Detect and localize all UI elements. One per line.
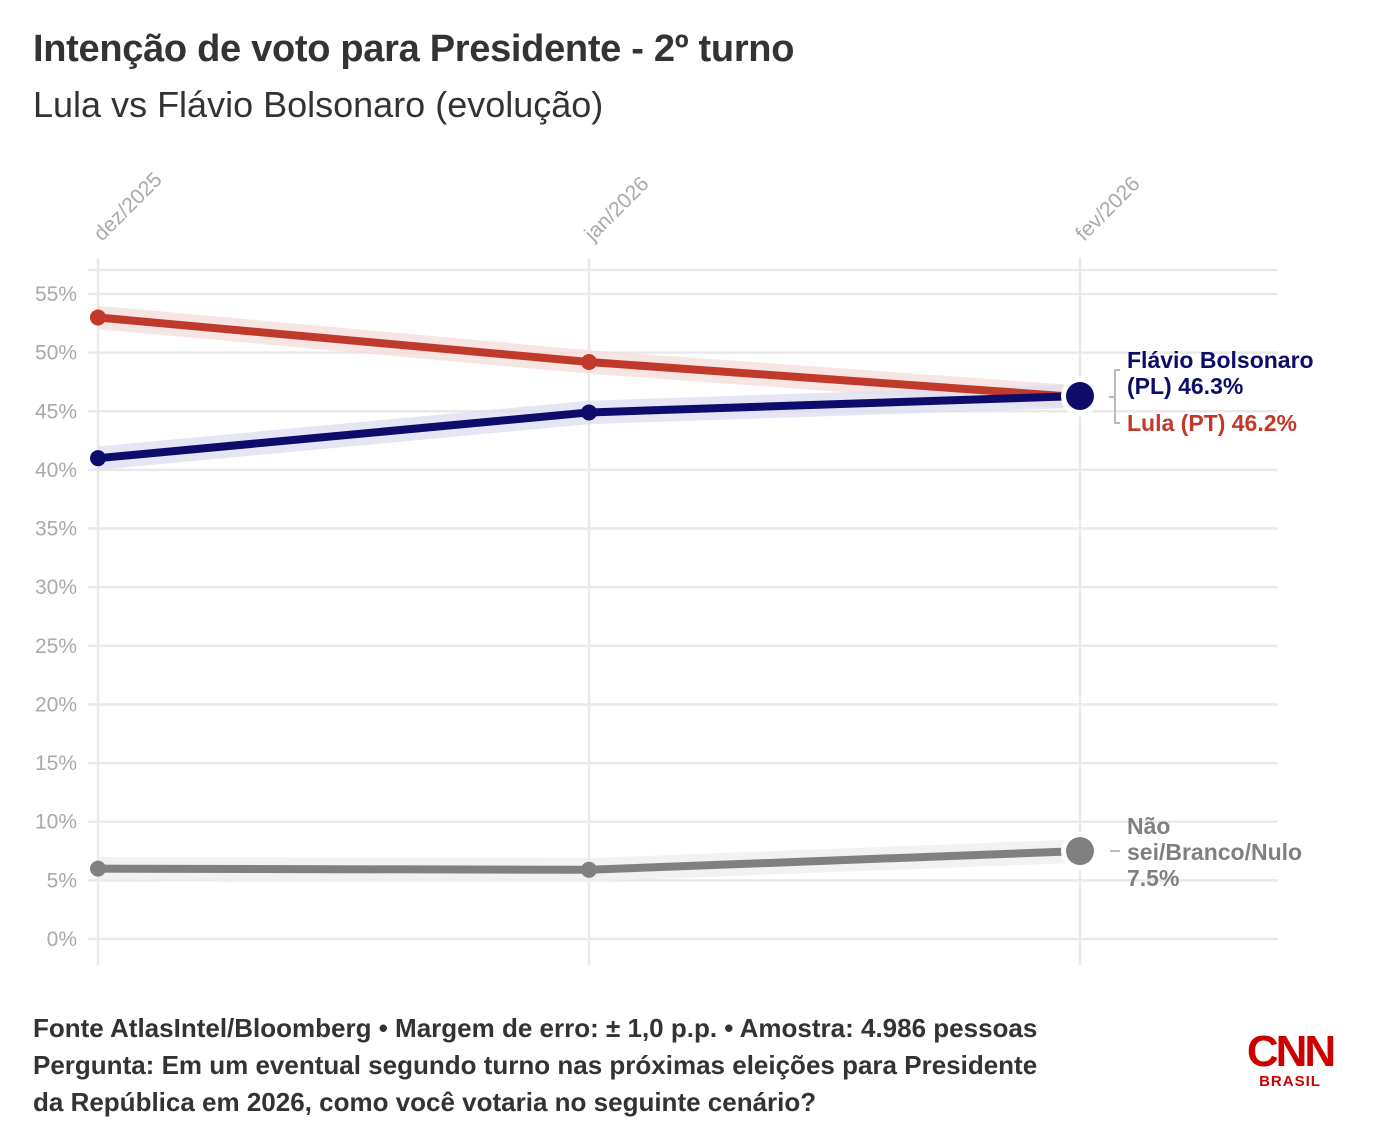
data-point (581, 404, 597, 421)
y-tick-label: 10% (35, 811, 77, 834)
end-label-flavio: Flávio Bolsonaro (1127, 347, 1314, 373)
end-point (1066, 837, 1094, 866)
label-bracket (1114, 369, 1120, 424)
end-label-nao-sei: 7.5% (1127, 865, 1179, 891)
y-tick-label: 45% (35, 400, 77, 423)
cnn-brasil-logo: CNN BRASIL (1240, 1030, 1340, 1090)
x-tick-label: fev/2026 (1071, 172, 1144, 245)
y-tick-label: 25% (35, 635, 77, 658)
end-label-flavio: (PL) 46.3% (1127, 373, 1243, 399)
x-tick-label: jan/2026 (580, 172, 654, 246)
y-tick-label: 15% (35, 752, 77, 775)
chart-footer: Fonte AtlasIntel/Bloomberg • Margem de e… (33, 1010, 1233, 1121)
y-tick-label: 5% (47, 869, 77, 892)
data-point (90, 860, 106, 877)
footer-question-line2: da República em 2026, como você votaria … (33, 1087, 817, 1117)
x-tick-label: dez/2025 (89, 168, 166, 245)
end-point (1066, 382, 1094, 411)
y-tick-label: 0% (47, 928, 77, 951)
end-label-nao-sei: sei/Branco/Nulo (1127, 839, 1302, 865)
footer-source: Fonte AtlasIntel/Bloomberg • Margem de e… (33, 1013, 1038, 1043)
data-point (581, 354, 597, 371)
logo-sub: BRASIL (1259, 1073, 1321, 1090)
data-point (581, 861, 597, 878)
y-tick-label: 55% (35, 283, 77, 306)
logo-main: CNN (1246, 1027, 1336, 1076)
y-tick-label: 50% (35, 342, 77, 365)
data-point (90, 309, 106, 326)
y-tick-label: 20% (35, 693, 77, 716)
y-tick-label: 35% (35, 518, 77, 541)
chart-subtitle: Lula vs Flávio Bolsonaro (evolução) (33, 84, 604, 125)
y-tick-label: 30% (35, 576, 77, 599)
line-chart: 0% 5% 10% 15% 20% 25% 30% 35% 40% 45% 50% 55% dez/20… (35, 168, 1314, 965)
footer-question-line1: Pergunta: Em um eventual segundo turno n… (33, 1050, 1038, 1080)
end-label-nao-sei: Não (1127, 813, 1170, 839)
data-point (90, 450, 106, 467)
end-label-lula: Lula (PT) 46.2% (1127, 410, 1297, 436)
y-tick-label: 40% (35, 459, 77, 482)
chart-title: Intenção de voto para Presidente - 2º tu… (33, 28, 795, 70)
